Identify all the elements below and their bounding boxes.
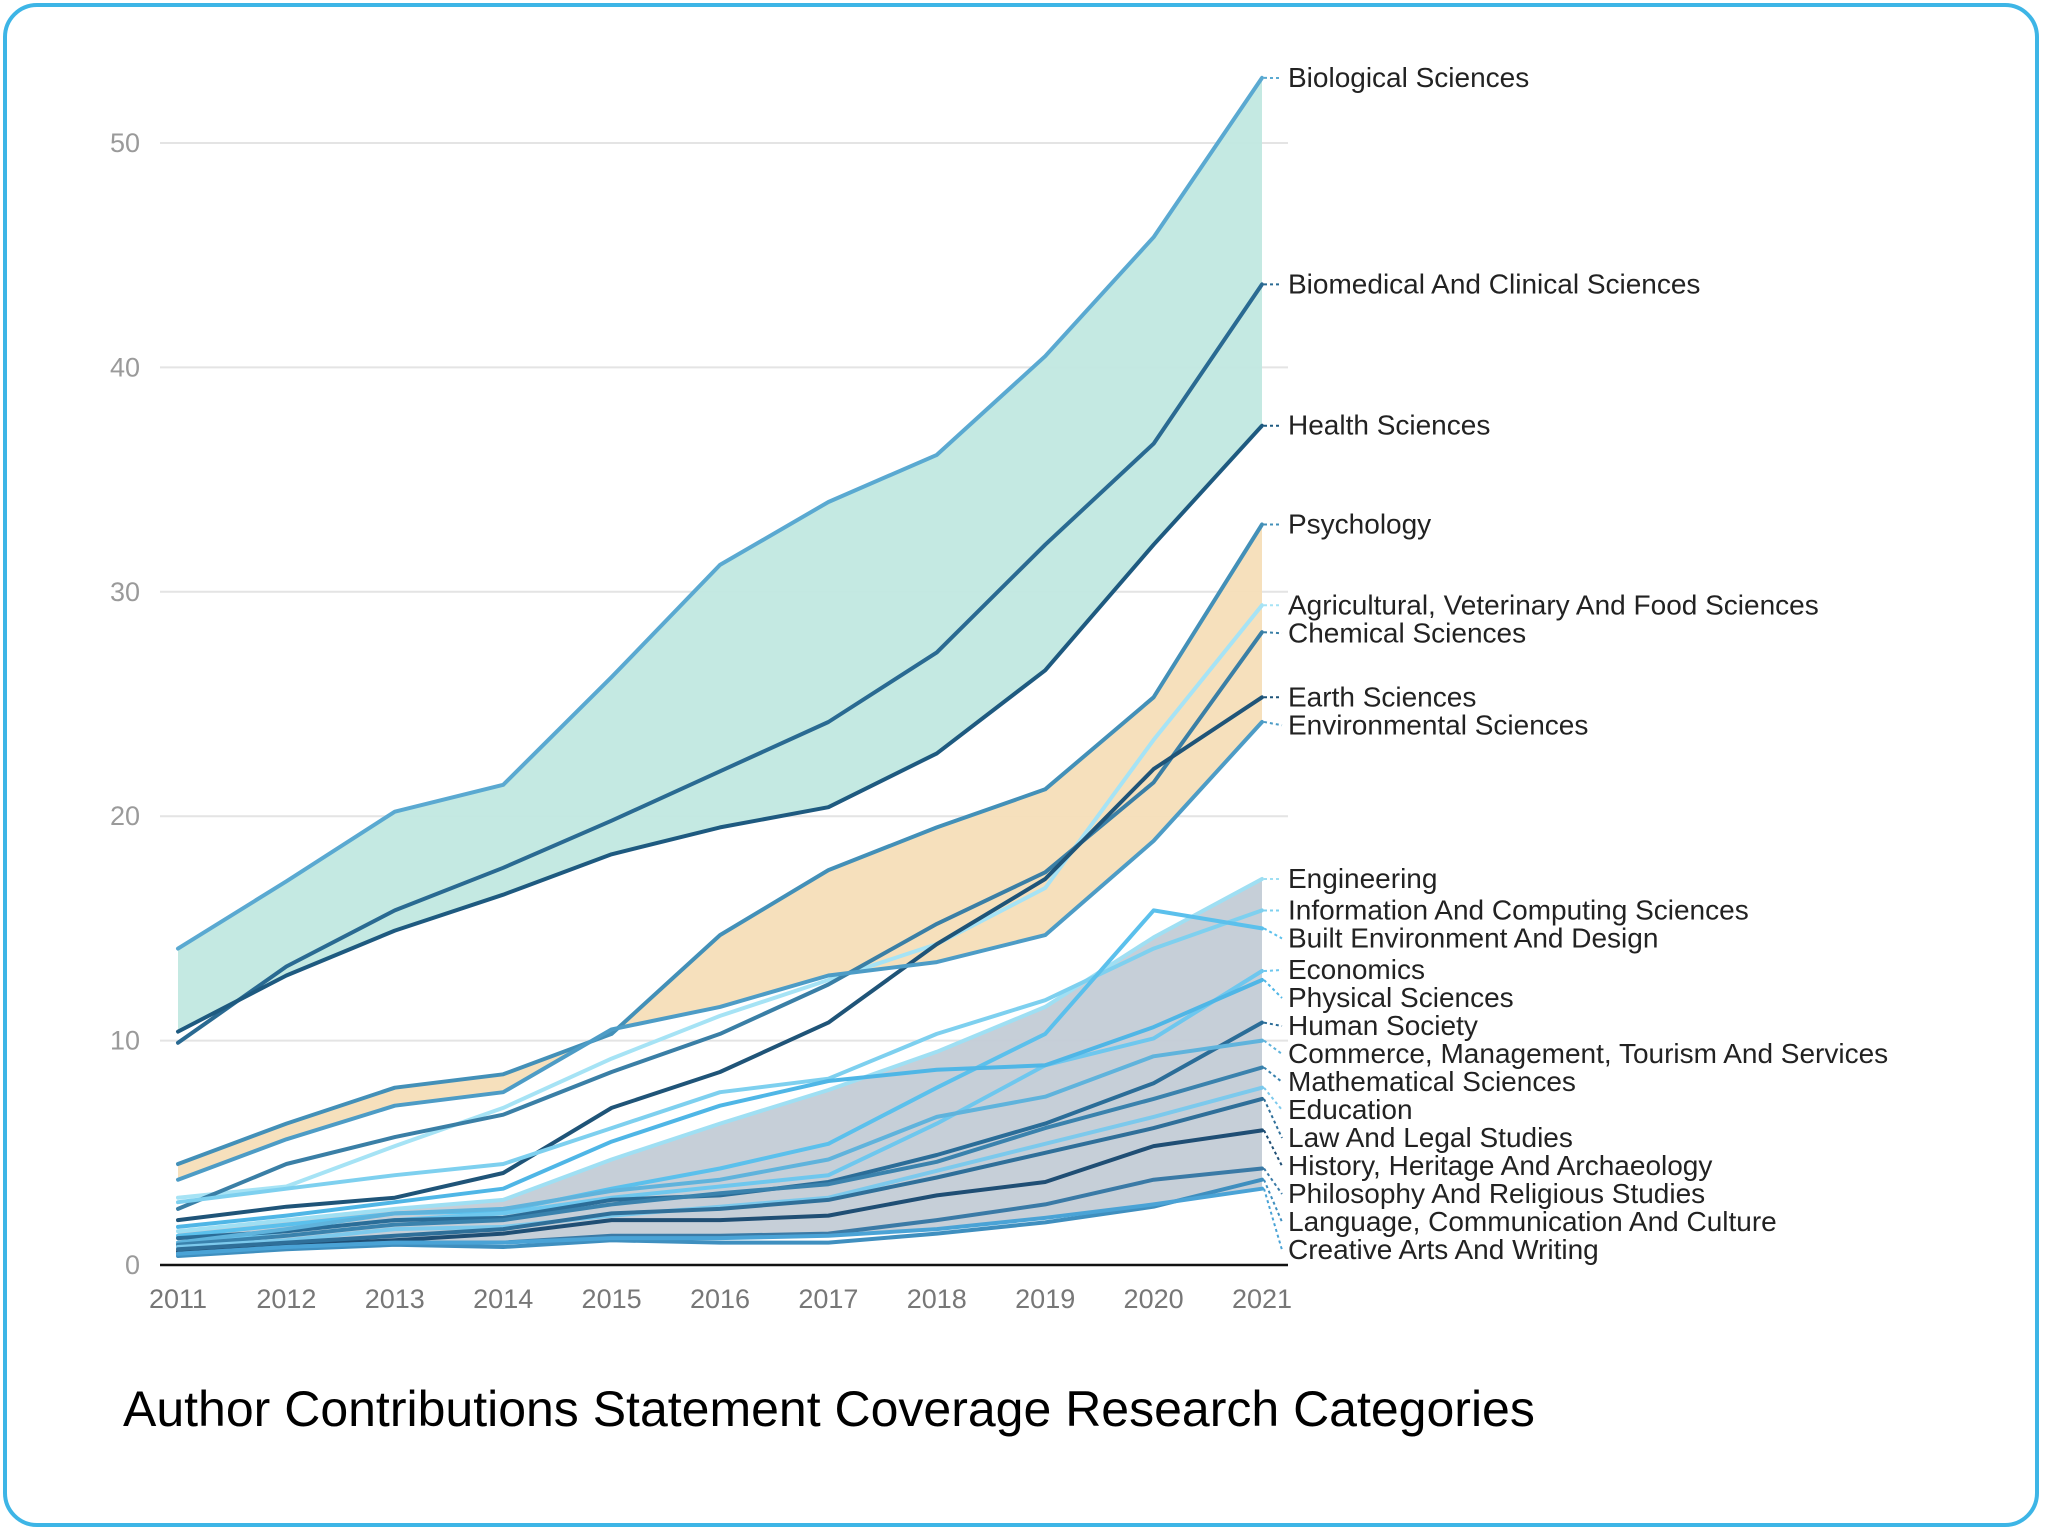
x-tick-label: 2019 xyxy=(1015,1284,1075,1314)
series-label-physical-sciences: Physical Sciences xyxy=(1288,982,1514,1013)
series-label-health-sciences: Health Sciences xyxy=(1288,410,1490,441)
y-tick-label: 50 xyxy=(110,128,140,158)
x-tick-label: 2021 xyxy=(1232,1284,1292,1314)
chart-title: Author Contributions Statement Coverage … xyxy=(123,1381,1535,1437)
label-leader-philosophy-and-religious-studies xyxy=(1263,1167,1283,1195)
y-tick-label: 30 xyxy=(110,577,140,607)
series-label-language-communication-and-culture: Language, Communication And Culture xyxy=(1288,1206,1777,1237)
chart-card xyxy=(3,3,2039,1527)
series-label-information-and-computing-sciences: Information And Computing Sciences xyxy=(1288,894,1749,925)
series-line-earth-sciences xyxy=(176,695,1264,1223)
y-tick-label: 0 xyxy=(125,1250,140,1280)
shaded-bands xyxy=(178,77,1262,1254)
series-line-mathematical-sciences xyxy=(176,1065,1264,1247)
label-leader-history-heritage-and-archaeology xyxy=(1263,1129,1283,1167)
series-label-built-environment-and-design: Built Environment And Design xyxy=(1288,922,1658,953)
series-line-physical-sciences xyxy=(176,978,1264,1229)
x-tick-label: 2011 xyxy=(149,1284,207,1314)
series-line-information-and-computing-sciences xyxy=(176,908,1264,1205)
series-line-environmental-sciences xyxy=(176,720,1264,1182)
series-label-economics: Economics xyxy=(1288,954,1425,985)
series-line-health-sciences xyxy=(176,423,1264,1034)
series-line-biomedical-and-clinical-sciences xyxy=(176,282,1264,1045)
series-label-biological-sciences: Biological Sciences xyxy=(1288,62,1529,93)
series-label-engineering: Engineering xyxy=(1288,863,1437,894)
series-line-biological-sciences xyxy=(176,75,1264,951)
band-2 xyxy=(178,524,1262,1180)
label-leader-environmental-sciences xyxy=(1263,720,1283,727)
axes: 0 10 20 30 40 50 2011 2012 2013 2014 2015 2016 2017 2… xyxy=(110,128,1292,1314)
series-line-history-heritage-and-archaeology xyxy=(176,1128,1264,1254)
y-tick-label: 10 xyxy=(110,1026,140,1056)
series-label-creative-arts-and-writing: Creative Arts And Writing xyxy=(1288,1234,1599,1265)
series-labels: Biological Sciences Biomedical And Clinic… xyxy=(1263,62,1888,1265)
y-tick-label: 20 xyxy=(110,801,140,831)
series-label-mathematical-sciences: Mathematical Sciences xyxy=(1288,1066,1576,1097)
x-tick-label: 2012 xyxy=(256,1284,316,1314)
label-leader-built-environment-and-design xyxy=(1263,927,1283,940)
x-tick-label: 2020 xyxy=(1124,1284,1184,1314)
band-3 xyxy=(178,879,1262,1254)
series-label-human-society: Human Society xyxy=(1288,1010,1478,1041)
label-leader-law-and-legal-studies xyxy=(1263,1098,1283,1139)
series-label-psychology: Psychology xyxy=(1288,508,1431,539)
series-label-history-heritage-and-archaeology: History, Heritage And Archaeology xyxy=(1288,1150,1712,1181)
label-leader-human-society xyxy=(1263,1021,1283,1027)
series-label-environmental-sciences: Environmental Sciences xyxy=(1288,709,1588,740)
series-line-language-communication-and-culture xyxy=(176,1177,1264,1258)
label-leader-physical-sciences xyxy=(1263,979,1283,999)
y-tick-label: 40 xyxy=(110,352,140,382)
series-line-psychology xyxy=(176,522,1264,1166)
series-label-agricultural-veterinary-and-food-sciences: Agricultural, Veterinary And Food Scienc… xyxy=(1288,589,1819,620)
x-tick-label: 2014 xyxy=(473,1284,533,1314)
series-label-law-and-legal-studies: Law And Legal Studies xyxy=(1288,1122,1573,1153)
label-leader-creative-arts-and-writing xyxy=(1263,1188,1283,1251)
series-label-chemical-sciences: Chemical Sciences xyxy=(1288,617,1526,648)
series-line-education xyxy=(176,1085,1264,1249)
label-leader-education xyxy=(1263,1087,1283,1111)
series-label-commerce-management-tourism-and-services: Commerce, Management, Tourism And Servic… xyxy=(1288,1038,1888,1069)
band-1 xyxy=(178,77,1262,1032)
x-tick-label: 2017 xyxy=(798,1284,858,1314)
series-line-commerce-management-tourism-and-services xyxy=(176,1038,1264,1245)
series-label-biomedical-and-clinical-sciences: Biomedical And Clinical Sciences xyxy=(1288,268,1700,299)
series-label-education: Education xyxy=(1288,1094,1413,1125)
x-tick-label: 2015 xyxy=(582,1284,642,1314)
series-line-creative-arts-and-writing xyxy=(176,1186,1264,1256)
series-line-agricultural-veterinary-and-food-sciences xyxy=(176,603,1264,1200)
label-leader-language-communication-and-culture xyxy=(1263,1179,1283,1223)
label-leader-chemical-sciences xyxy=(1263,631,1283,635)
series-label-philosophy-and-religious-studies: Philosophy And Religious Studies xyxy=(1288,1178,1705,1209)
series-lines xyxy=(176,75,1264,1258)
label-leader-commerce-management-tourism-and-services xyxy=(1263,1039,1283,1055)
label-leader-economics xyxy=(1263,969,1283,973)
series-label-earth-sciences: Earth Sciences xyxy=(1288,681,1476,712)
x-tick-label: 2016 xyxy=(690,1284,750,1314)
x-tick-label: 2018 xyxy=(907,1284,967,1314)
series-line-human-society xyxy=(176,1020,1264,1241)
label-leader-mathematical-sciences xyxy=(1263,1066,1283,1083)
x-tick-label: 2013 xyxy=(365,1284,425,1314)
series-line-law-and-legal-studies xyxy=(176,1096,1264,1252)
